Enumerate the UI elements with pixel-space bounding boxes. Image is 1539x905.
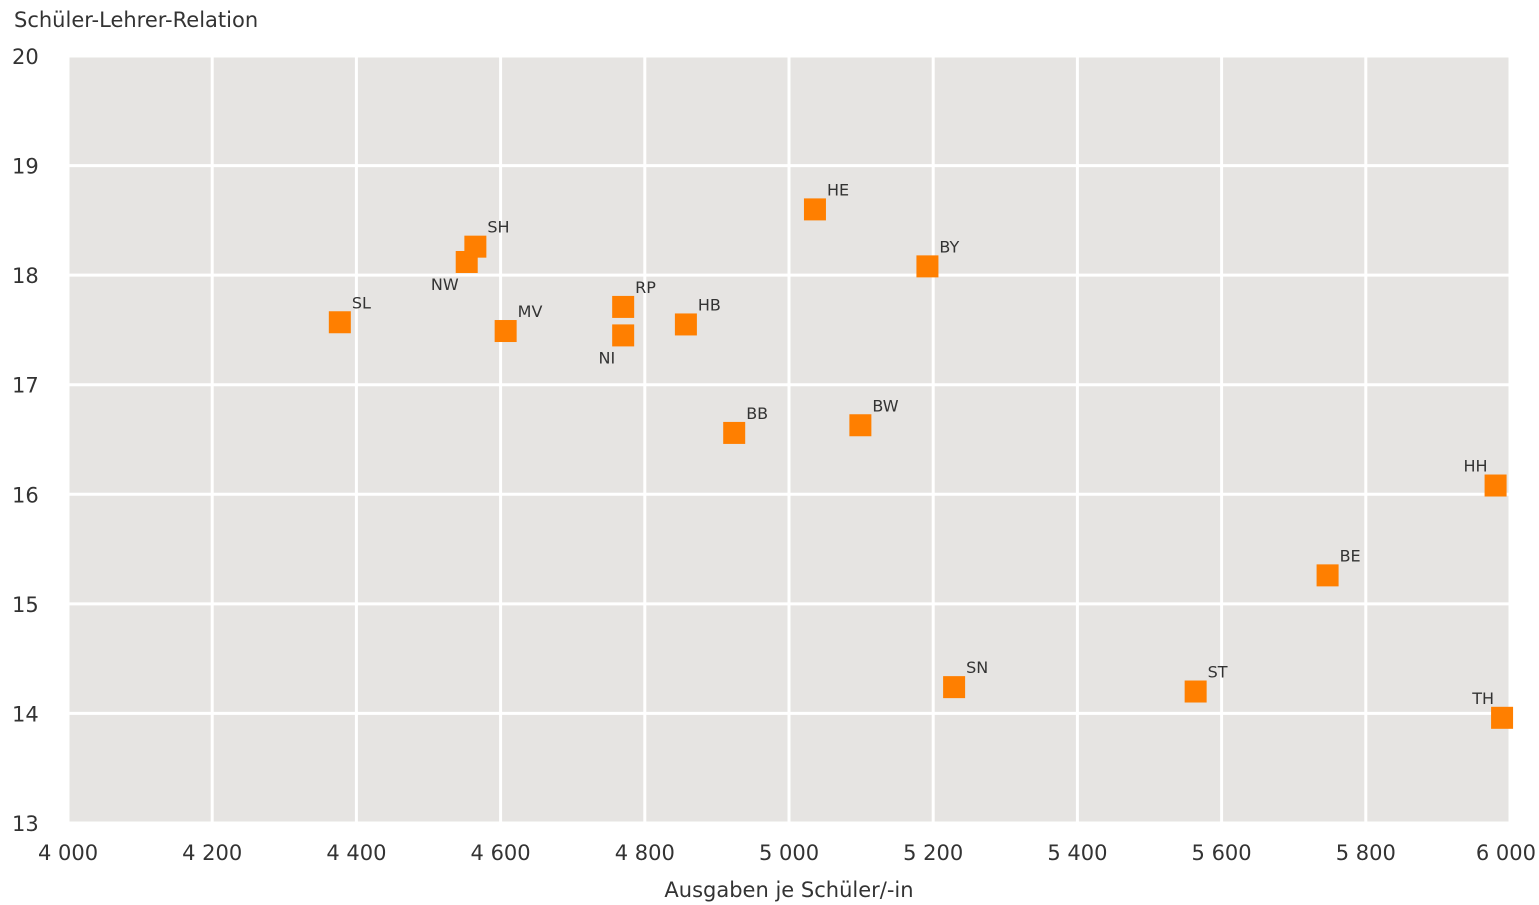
point-label-nw: NW (431, 275, 459, 294)
x-tick-label: 4 800 (615, 841, 675, 865)
point-label-th: TH (1471, 689, 1494, 708)
x-tick-label: 5 600 (1192, 841, 1252, 865)
data-point-hh (1484, 474, 1507, 497)
x-axis-title: Ausgaben je Schüler/-in (664, 878, 913, 902)
y-axis-ticks: 13 14 15 16 17 18 19 20 (12, 45, 39, 836)
y-tick-label: 16 (12, 483, 39, 507)
point-label-hb: HB (698, 295, 721, 314)
data-point-ni (612, 324, 635, 347)
x-tick-label: 5 200 (903, 841, 963, 865)
x-tick-label: 4 600 (471, 841, 531, 865)
data-point-sh (464, 235, 487, 258)
data-point-sn (943, 676, 966, 699)
point-label-bb: BB (746, 404, 768, 423)
x-tick-label: 5 800 (1336, 841, 1396, 865)
data-point-bw (849, 414, 872, 437)
data-point-he (803, 198, 826, 221)
x-tick-label: 5 000 (759, 841, 819, 865)
y-tick-label: 18 (12, 264, 39, 288)
data-points: SL NW SH MV RP NI HB BB HE BW BY SN ST BE HH TH (328, 180, 1514, 729)
point-label-sl: SL (352, 293, 371, 312)
data-point-hb (674, 313, 697, 336)
data-point-th (1491, 706, 1514, 729)
data-point-by (916, 255, 939, 278)
y-tick-label: 20 (12, 45, 39, 69)
point-label-sh: SH (487, 218, 509, 237)
data-point-mv (494, 320, 517, 343)
point-label-sn: SN (966, 658, 988, 677)
point-label-be: BE (1340, 546, 1361, 565)
data-point-rp (612, 295, 635, 318)
x-tick-label: 4 000 (38, 841, 98, 865)
x-tick-label: 5 400 (1047, 841, 1107, 865)
y-tick-label: 14 (12, 702, 39, 726)
point-label-st: ST (1208, 663, 1228, 682)
x-tick-label: 6 000 (1476, 841, 1536, 865)
x-tick-label: 4 400 (326, 841, 386, 865)
point-label-hh: HH (1464, 457, 1488, 476)
y-tick-label: 17 (12, 374, 39, 398)
data-point-sl (328, 311, 351, 334)
x-axis-ticks: 4 000 4 200 4 400 4 600 4 800 5 000 5 200 5 400… (38, 841, 1536, 865)
y-tick-label: 13 (12, 812, 39, 836)
y-axis-title: Schüler-Lehrer-Relation (14, 8, 258, 32)
point-label-bw: BW (872, 396, 898, 415)
point-label-he: HE (827, 180, 849, 199)
point-label-rp: RP (635, 278, 656, 297)
x-tick-label: 4 200 (182, 841, 242, 865)
point-label-ni: NI (598, 348, 615, 367)
point-label-mv: MV (518, 302, 543, 321)
data-point-st (1184, 680, 1207, 703)
y-tick-label: 19 (12, 155, 39, 179)
point-label-by: BY (939, 237, 959, 256)
data-point-be (1316, 564, 1339, 587)
y-tick-label: 15 (12, 593, 39, 617)
data-point-bb (723, 421, 746, 444)
grid-lines (66, 54, 1512, 825)
